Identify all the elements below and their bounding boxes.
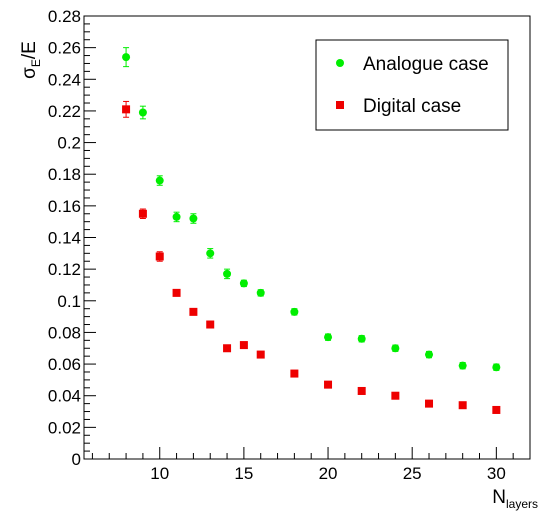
y-tick-label: 0.28 xyxy=(48,7,81,26)
series-digital xyxy=(122,100,501,414)
legend-marker-digital xyxy=(336,101,344,109)
y-tick-label: 0.14 xyxy=(48,229,81,248)
y-tick-label: 0.1 xyxy=(57,292,81,311)
data-points xyxy=(122,47,501,414)
x-tick-labels: 10 15 20 25 30 xyxy=(150,464,506,483)
y-tick-label: 0.24 xyxy=(48,70,81,89)
data-point xyxy=(172,212,181,221)
x-tick-label: 25 xyxy=(403,464,422,483)
y-tick-label: 0.2 xyxy=(57,134,81,153)
y-tick-label: 0.08 xyxy=(48,323,81,342)
data-point xyxy=(357,334,366,343)
y-tick-label: 0.26 xyxy=(48,39,81,58)
axis-ticks xyxy=(84,15,531,460)
data-point xyxy=(256,288,265,297)
data-point xyxy=(189,214,198,223)
data-point xyxy=(458,401,467,410)
data-point xyxy=(492,405,501,414)
data-point xyxy=(122,53,131,62)
data-point xyxy=(155,176,164,185)
y-axis-title-tail: /E xyxy=(19,41,40,59)
legend: Analogue case Digital case xyxy=(315,39,509,131)
x-axis-title-main: N xyxy=(492,487,506,508)
x-axis-title-sub: layers xyxy=(506,497,538,511)
y-tick-label: 0.16 xyxy=(48,197,81,216)
data-point xyxy=(172,288,181,297)
data-point xyxy=(122,105,131,114)
y-tick-labels: 0 0.02 0.04 0.06 0.08 0.1 0.12 0.14 0.16 0.18 0.2 0… xyxy=(48,7,81,469)
y-tick-label: 0.22 xyxy=(48,102,81,121)
data-point xyxy=(391,391,400,400)
y-tick-label: 0.04 xyxy=(48,387,81,406)
legend-label-digital: Digital case xyxy=(363,96,461,117)
data-point xyxy=(290,307,299,316)
x-tick-label: 10 xyxy=(150,464,169,483)
y-axis-title-sub: E xyxy=(29,59,43,67)
y-tick-label: 0.02 xyxy=(48,418,81,437)
legend-marker-analogue xyxy=(336,59,344,67)
x-tick-label: 20 xyxy=(319,464,338,483)
x-tick-label: 15 xyxy=(234,464,253,483)
data-point xyxy=(239,341,248,350)
data-point xyxy=(138,209,147,218)
data-point xyxy=(256,350,265,359)
data-point xyxy=(206,320,215,329)
data-point xyxy=(492,363,501,372)
data-point xyxy=(290,369,299,378)
y-axis-title-main: σ xyxy=(19,67,40,79)
data-point xyxy=(155,252,164,261)
data-point xyxy=(189,307,198,316)
legend-label-analogue: Analogue case xyxy=(363,54,489,75)
x-tick-label: 30 xyxy=(487,464,506,483)
series-analogue xyxy=(122,47,501,372)
legend-box xyxy=(315,39,509,131)
data-point xyxy=(324,380,333,389)
data-point xyxy=(138,108,147,117)
data-point xyxy=(223,344,232,353)
data-point xyxy=(239,279,248,288)
data-point xyxy=(324,333,333,342)
data-point xyxy=(206,249,215,258)
data-point xyxy=(425,350,434,359)
data-point xyxy=(391,344,400,353)
y-tick-label: 0.12 xyxy=(48,260,81,279)
y-axis-title: σE/E xyxy=(19,41,43,79)
data-point xyxy=(223,269,232,278)
y-tick-label: 0 xyxy=(72,450,81,469)
data-point xyxy=(425,399,434,408)
y-tick-label: 0.18 xyxy=(48,165,81,184)
x-axis-title: Nlayers xyxy=(492,487,538,511)
y-tick-label: 0.06 xyxy=(48,355,81,374)
data-point xyxy=(458,361,467,370)
data-point xyxy=(357,386,366,395)
